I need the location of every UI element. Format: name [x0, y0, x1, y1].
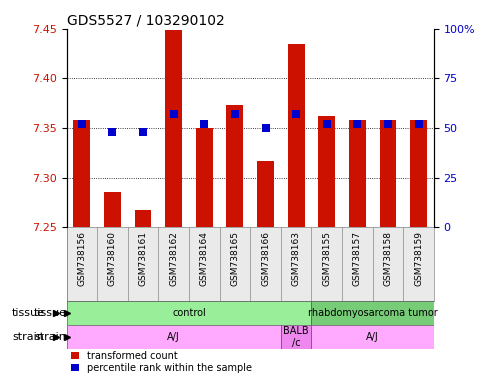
Text: GSM738158: GSM738158 [384, 231, 392, 286]
Point [108, 129, 116, 135]
Text: GSM738166: GSM738166 [261, 231, 270, 286]
Text: strain: strain [13, 332, 44, 342]
Text: A/J: A/J [167, 332, 180, 342]
Text: tissue: tissue [11, 308, 44, 318]
Bar [226, 105, 244, 227]
Text: GSM738162: GSM738162 [169, 231, 178, 286]
Bar [257, 161, 274, 227]
Text: GSM738163: GSM738163 [291, 231, 301, 286]
Point [231, 111, 239, 117]
Point [170, 111, 177, 117]
Bar [104, 192, 121, 227]
Bar [135, 210, 151, 227]
Bar [158, 227, 189, 301]
Text: GSM738161: GSM738161 [139, 231, 147, 286]
Text: A/J: A/J [366, 332, 379, 342]
Bar [67, 227, 97, 301]
Point [200, 121, 208, 127]
Bar [165, 30, 182, 227]
Bar [403, 227, 434, 301]
Text: GSM738156: GSM738156 [77, 231, 86, 286]
Bar [312, 301, 434, 325]
Point [353, 121, 361, 127]
Bar [281, 227, 312, 301]
Text: GSM738159: GSM738159 [414, 231, 423, 286]
Text: GSM738157: GSM738157 [353, 231, 362, 286]
Text: GSM738165: GSM738165 [230, 231, 240, 286]
Bar [73, 120, 90, 227]
Bar [410, 120, 427, 227]
Point [384, 121, 392, 127]
Bar [380, 120, 396, 227]
Bar [67, 325, 281, 349]
Legend: transformed count, percentile rank within the sample: transformed count, percentile rank withi… [71, 351, 252, 372]
Text: tissue: tissue [34, 308, 67, 318]
Bar [128, 227, 158, 301]
Bar [312, 325, 434, 349]
Text: strain: strain [35, 332, 67, 342]
Bar [67, 301, 312, 325]
Point [139, 129, 147, 135]
Point [292, 111, 300, 117]
Bar [219, 227, 250, 301]
Text: control: control [172, 308, 206, 318]
Point [262, 125, 270, 131]
Text: rhabdomyosarcoma tumor: rhabdomyosarcoma tumor [308, 308, 437, 318]
Bar [342, 227, 373, 301]
Bar [373, 227, 403, 301]
Bar [250, 227, 281, 301]
Text: BALB
/c: BALB /c [283, 326, 309, 348]
Bar [312, 227, 342, 301]
Text: GSM738160: GSM738160 [108, 231, 117, 286]
Text: GSM738155: GSM738155 [322, 231, 331, 286]
Point [415, 121, 423, 127]
Text: GSM738164: GSM738164 [200, 231, 209, 286]
Bar [97, 227, 128, 301]
Bar [196, 128, 212, 227]
Bar [318, 116, 335, 227]
Text: GDS5527 / 103290102: GDS5527 / 103290102 [67, 14, 224, 28]
Bar [288, 44, 305, 227]
Point [78, 121, 86, 127]
Bar [189, 227, 219, 301]
Bar [281, 325, 312, 349]
Point [323, 121, 331, 127]
Bar [349, 120, 366, 227]
